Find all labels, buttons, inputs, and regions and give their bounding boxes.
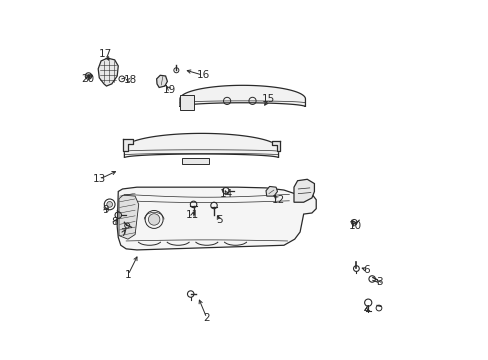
Text: 3: 3 [375, 277, 382, 287]
Text: 2: 2 [203, 313, 210, 323]
Polygon shape [119, 195, 139, 239]
Bar [182, 158, 208, 164]
Text: 12: 12 [271, 195, 285, 205]
Polygon shape [124, 134, 278, 158]
Text: 9: 9 [102, 206, 108, 216]
Text: 1: 1 [124, 270, 131, 280]
Text: 17: 17 [99, 49, 112, 59]
Text: 18: 18 [123, 75, 137, 85]
Polygon shape [156, 75, 167, 87]
Bar [180, 95, 194, 109]
Circle shape [148, 214, 160, 225]
Polygon shape [180, 85, 305, 107]
Text: 19: 19 [163, 85, 176, 95]
Text: 6: 6 [363, 265, 369, 275]
Text: 15: 15 [262, 94, 275, 104]
Polygon shape [265, 186, 277, 196]
Text: 16: 16 [196, 70, 209, 80]
Text: 11: 11 [185, 210, 199, 220]
Polygon shape [117, 187, 316, 250]
Text: 10: 10 [348, 221, 362, 231]
Text: 20: 20 [81, 74, 94, 84]
Text: 14: 14 [220, 189, 233, 199]
Circle shape [87, 75, 90, 77]
Text: 5: 5 [216, 215, 222, 225]
Polygon shape [293, 179, 314, 202]
Polygon shape [98, 58, 118, 86]
Circle shape [106, 202, 112, 207]
Polygon shape [122, 139, 133, 151]
Text: 4: 4 [363, 305, 369, 315]
Text: 7: 7 [120, 228, 126, 238]
Polygon shape [271, 140, 280, 151]
Text: 8: 8 [111, 217, 118, 227]
Text: 13: 13 [92, 174, 106, 184]
